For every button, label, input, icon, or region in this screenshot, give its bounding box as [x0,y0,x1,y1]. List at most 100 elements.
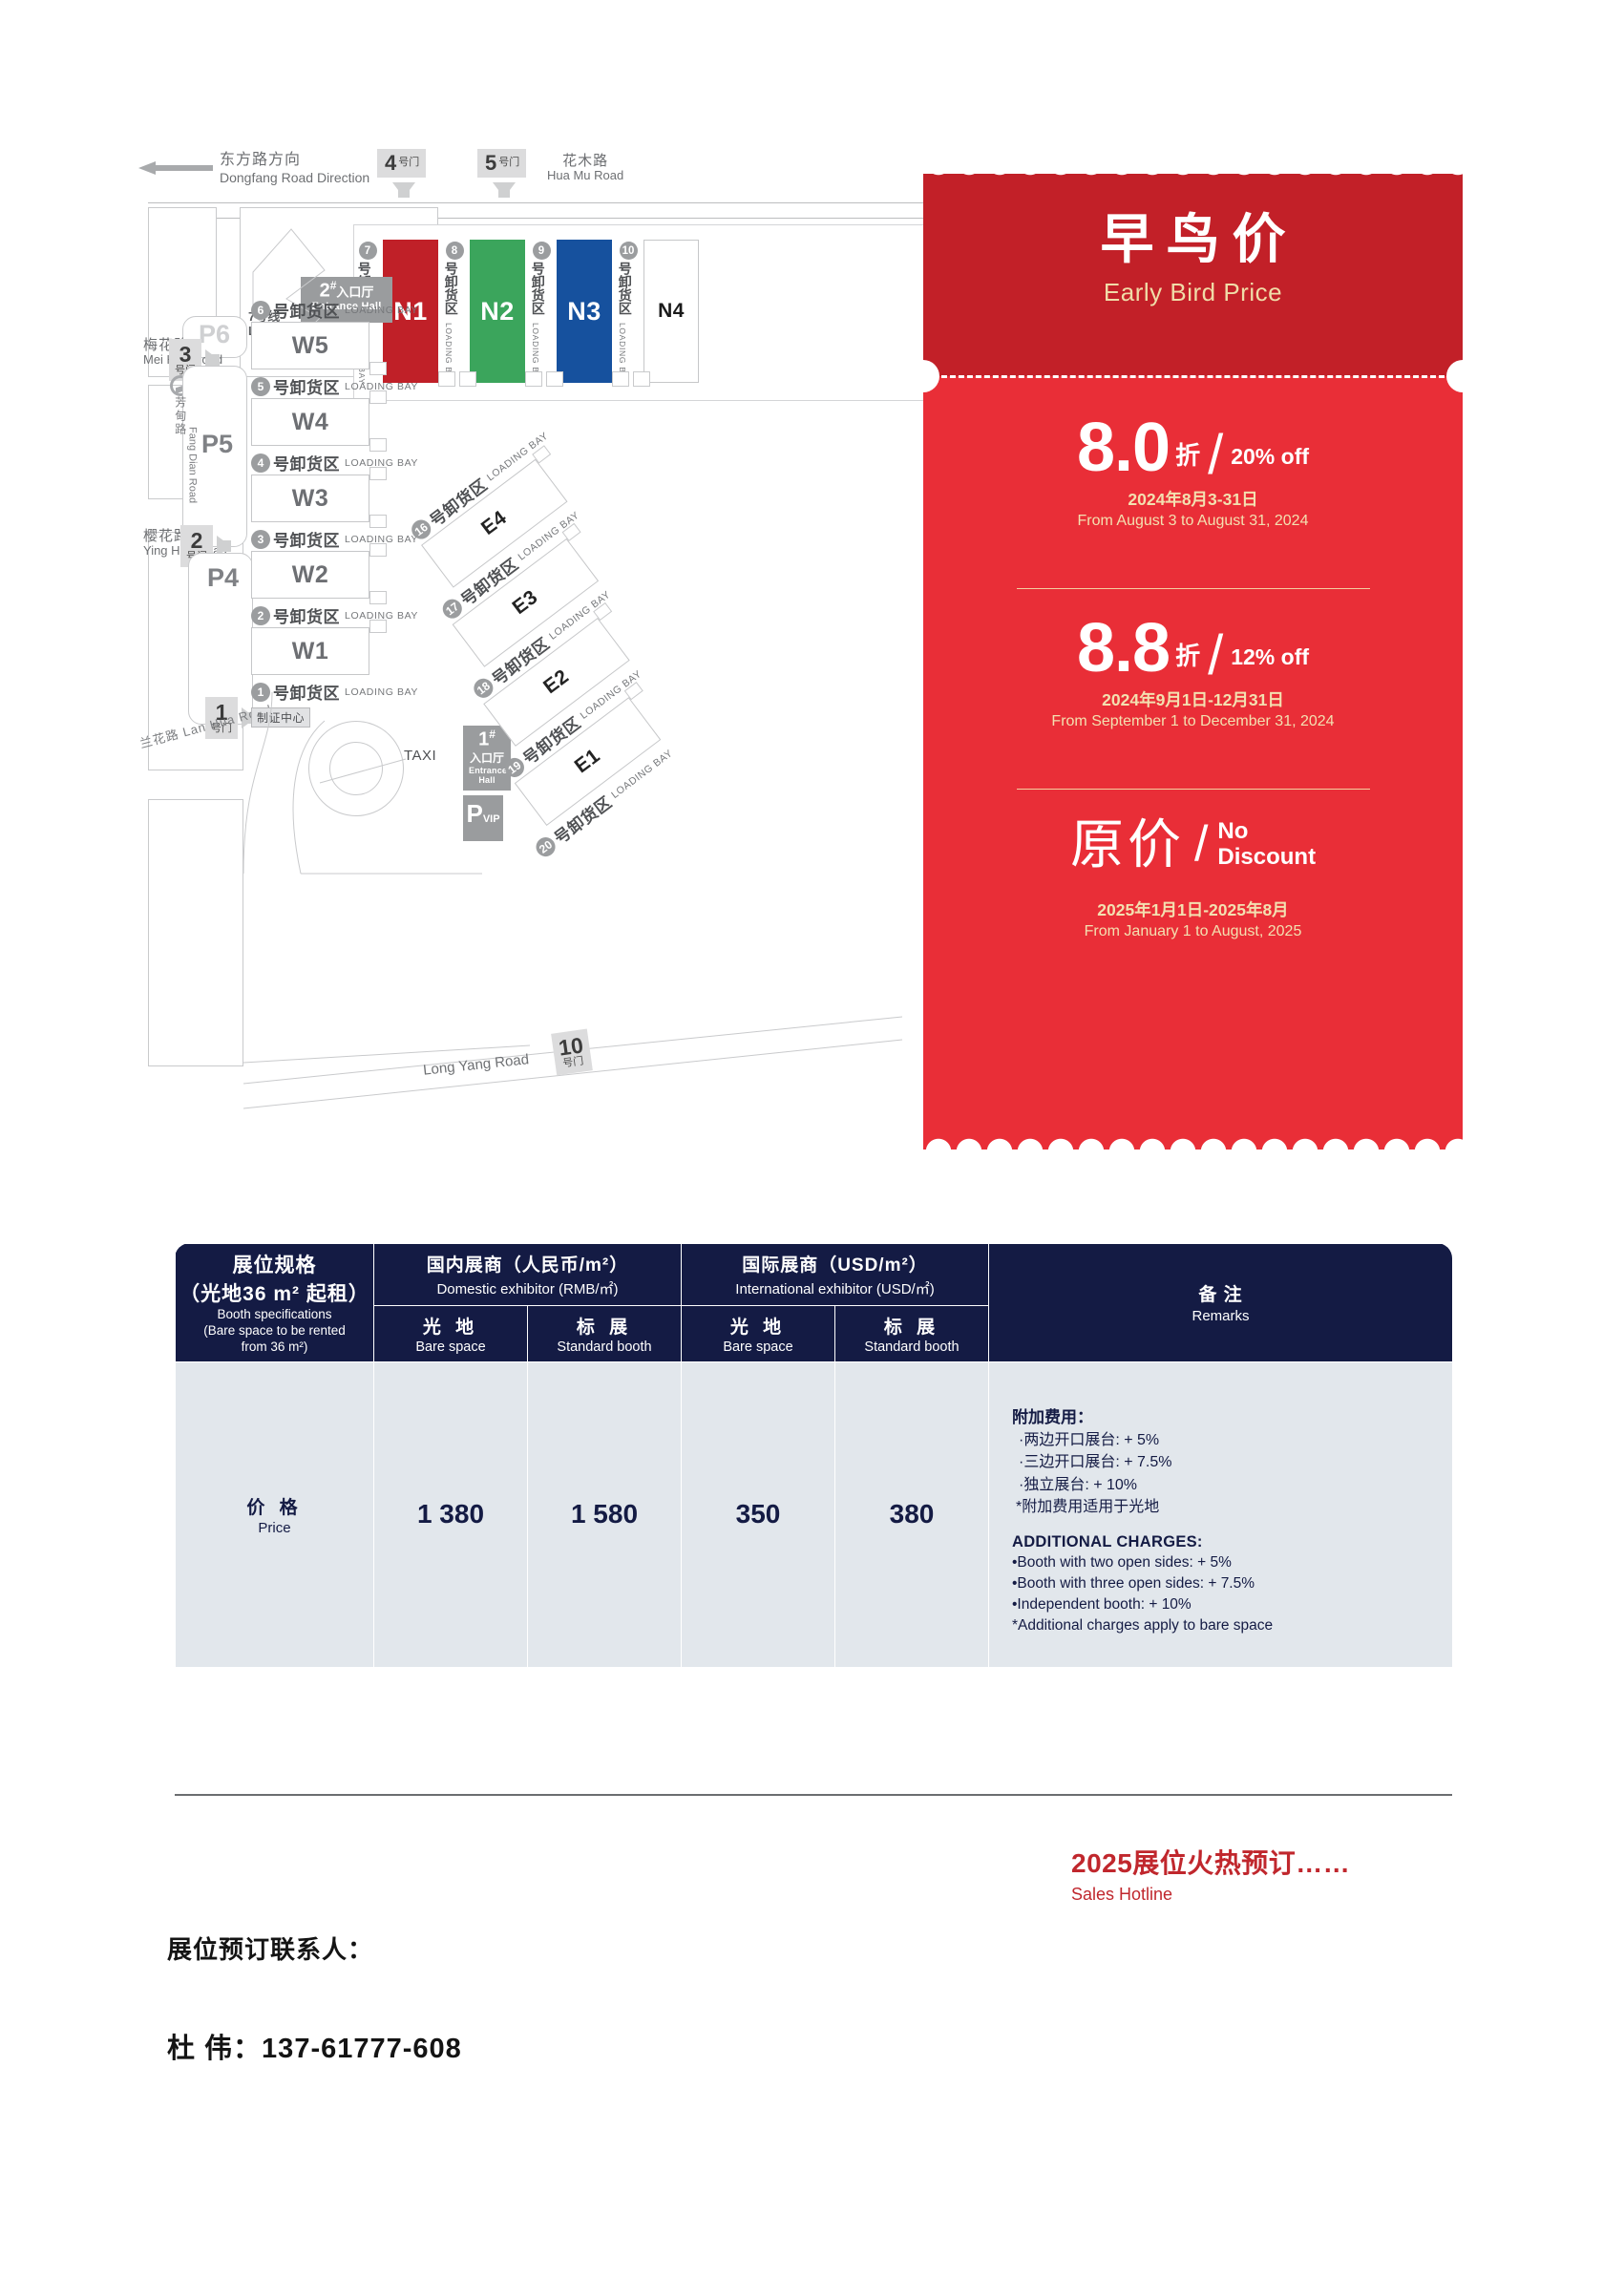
td-remarks: 附加费用： ·两边开口展台: + 5% ·三边开口展台: + 7.5% ·独立展… [988,1360,1452,1668]
map-dock [525,371,542,387]
sales-hotline-zh: 2025展位火热预订…… [1071,1848,1351,1878]
remarks-zh-item: ·两边开口展台: + 5% [1019,1432,1160,1449]
remarks-zh-note: *附加费用适用于光地 [1016,1498,1160,1515]
th-intl-bare-space: 光 地 Bare space [681,1304,835,1362]
tier3-date-zh: 2025年1月1日-2025年8月 [1097,899,1289,919]
hall-w3[interactable]: W3 [251,475,369,522]
map-dock [546,371,563,387]
tier2-date-zh: 2024年9月1日-12月31日 [1102,690,1284,710]
map-block [148,799,243,1066]
loading-bay-4: 4 号卸货区 LOADING BAY [251,451,418,475]
tier3-slash: / [1193,816,1209,873]
coupon-header-band [923,174,1463,376]
th-intl-standard-booth: 标 展 Standard booth [834,1304,989,1362]
sales-hotline-block: 2025展位火热预订…… Sales Hotline [1071,1843,1350,1905]
gate-5[interactable]: 5 号门 [477,149,527,178]
map-road-line [148,218,1007,219]
gate-10[interactable]: 10 号门 [551,1028,593,1076]
table-header-row-1: 展位规格 （光地36 m² 起租） Booth specifications (… [175,1243,1452,1362]
map-dock [369,620,387,633]
gate-5-arrow-icon [493,182,516,198]
contact-name-phone: 杜 伟：137-61777-608 [167,2034,462,2064]
tier1-slash: / [1208,423,1224,486]
coupon-tier-3: 原价 / No Discount 2025年1月1日-2025年8月 From … [923,814,1463,940]
coupon-body-band [923,376,1463,1150]
loading-bay-9: 9 号卸货区 LOADING BAY [531,242,552,390]
hall-w5[interactable]: W5 [251,322,369,369]
remarks-en-item: •Independent booth: + 10% [1012,1596,1192,1613]
coupon-tier-1: 8.0 折 / 20% off 2024年8月3-31日 From August… [923,410,1463,530]
map-dock [369,543,387,557]
taxi-label: TAXI [404,748,437,764]
coupon-bottom-scallop [923,1128,1463,1153]
tier3-off-line2: Discount [1217,843,1317,870]
tier1-rate: 8.0 [1076,410,1171,486]
loading-bay-5: 5 号卸货区 LOADING BAY [251,374,418,398]
td-price-intl-standard: 380 [834,1360,989,1668]
entrance-hall-2[interactable]: 2#入口厅 Entrance Hall [301,277,392,323]
gate-4-arrow-icon [392,182,415,198]
tier2-date-en: From September 1 to December 31, 2024 [1051,713,1335,730]
map-longyang-road-lines [243,1016,903,1109]
parking-p5-label: P5 [201,430,234,458]
remarks-zh-item: ·独立展台: + 10% [1019,1476,1138,1493]
tier1-off: 20% off [1231,444,1310,470]
coupon-title: 早鸟价 Early Bird Price [923,209,1463,307]
remarks-spacer [1012,1518,1443,1533]
parking-p4-box [188,553,253,725]
early-bird-coupon: 早鸟价 Early Bird Price 8.0 折 / 20% off 202… [907,160,1479,1177]
loading-bay-3: 3 号卸货区 LOADING BAY [251,527,418,551]
map-dock [369,438,387,452]
coupon-notch-left [907,360,939,392]
th-booth-specs: 展位规格 （光地36 m² 起租） Booth specifications (… [175,1243,374,1362]
map-dock [459,371,476,387]
coupon-title-en: Early Bird Price [1103,277,1283,306]
tier2-zhe: 折 [1175,642,1201,671]
remarks-en-note: *Additional charges apply to bare space [1012,1617,1274,1634]
remarks-en-heading: ADDITIONAL CHARGES: [1012,1533,1203,1550]
map-roundabout-inner [329,742,383,795]
hall-n2[interactable]: N2 [470,240,525,383]
td-price-intl-bare: 350 [681,1360,835,1668]
th-domestic-standard-booth: 标 展 Standard booth [527,1304,682,1362]
entrance-hall-1[interactable]: 1# 入口厅 Entrance Hall [463,726,511,791]
parking-vip[interactable]: P VIP [463,795,503,841]
hall-n3[interactable]: N3 [557,240,612,383]
coupon-title-zh: 早鸟价 [1100,209,1298,269]
tier2-off: 12% off [1231,644,1310,670]
tier1-date-en: From August 3 to August 31, 2024 [1077,513,1309,530]
loading-bay-8: 8 号卸货区 LOADING BAY [444,242,465,390]
tier1-date-zh: 2024年8月3-31日 [1128,490,1258,510]
map-dock [369,362,387,375]
sales-hotline-en: Sales Hotline [1071,1885,1173,1904]
tier1-zhe: 折 [1175,441,1201,471]
coupon-top-scallop [923,160,1463,185]
map-dock [369,515,387,528]
table-header-row-2: 光 地 Bare space 标 展 Standard booth 光 地 Ba… [176,1304,1453,1362]
hall-w2[interactable]: W2 [251,551,369,599]
th-international-exhibitor: 国际展商（USD/m²） International exhibitor (US… [681,1243,989,1306]
map-road-huamu: 花木路 Hua Mu Road [547,153,624,183]
gate-4[interactable]: 4 号门 [377,149,427,178]
tier3-rate: 原价 [1069,814,1185,875]
loading-bay-6: 6 号卸货区 LOADING BAY [251,298,418,322]
tier2-slash: / [1208,623,1224,686]
hall-n4[interactable]: N4 [643,240,699,383]
footer-divider [175,1794,1452,1796]
contact-heading: 展位预订联系人： [167,1935,374,1964]
coupon-tier-2: 8.8 折 / 12% off 2024年9月1日-12月31日 From Se… [923,614,1463,730]
remarks-zh-item: ·三边开口展台: + 7.5% [1019,1454,1172,1471]
th-domestic-exhibitor: 国内展商（人民币/m²） Domestic exhibitor (RMB/㎡) [373,1243,682,1306]
table-row-price: 价 格 Price 1 380 1 580 350 380 附加费用： ·两边开… [175,1360,1452,1668]
hall-w1[interactable]: W1 [251,627,369,675]
hall-w4[interactable]: W4 [251,398,369,446]
coupon-notch-right [1446,360,1479,392]
th-remarks: 备 注 Remarks [988,1243,1452,1362]
map-dock [438,371,455,387]
parking-p4-label: P4 [207,563,240,592]
tier3-date-en: From January 1 to August, 2025 [1084,922,1302,939]
gate-1[interactable]: 1 号门 [205,697,238,739]
map-roundabout-outer [308,721,404,816]
remarks-zh-heading: 附加费用： [1012,1408,1093,1427]
